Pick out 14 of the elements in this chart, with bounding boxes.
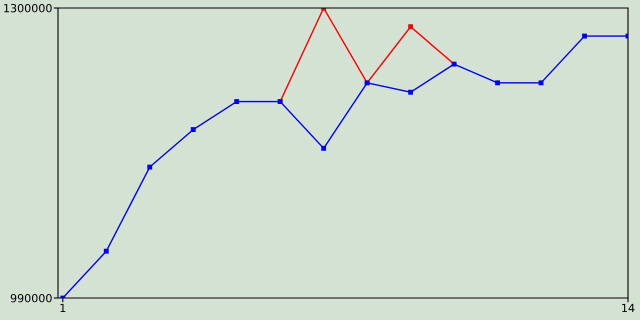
y-tick-label: 1300000 [4,4,52,12]
x-tick-label: 14 [622,304,634,312]
point [495,80,500,86]
x-tick-label: 1 [60,304,66,312]
point [104,248,109,254]
point [408,24,414,30]
y-tick-label: 990000 [10,294,52,302]
point [408,90,414,95]
point [321,146,326,151]
point [234,99,240,104]
point [190,127,196,132]
point [538,80,544,86]
point [582,34,587,38]
point [147,164,152,170]
